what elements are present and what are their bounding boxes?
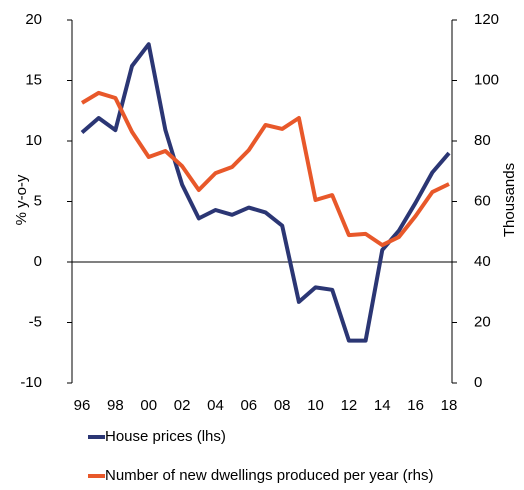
y-tick-label: -10 [20, 374, 42, 391]
x-tick-label: 14 [374, 397, 391, 414]
y-tick-label: -5 [29, 313, 42, 330]
y2-tick-label: 80 [474, 132, 491, 149]
x-tick-label: 18 [441, 397, 458, 414]
y-tick-label: 15 [25, 71, 42, 88]
x-tick-label: 00 [140, 397, 157, 414]
x-tick-label: 10 [307, 397, 324, 414]
legend-label: House prices (lhs) [105, 428, 226, 445]
x-tick-label: 12 [341, 397, 358, 414]
x-tick-label: 08 [274, 397, 291, 414]
y2-tick-label: 20 [474, 313, 491, 330]
y-tick-label: 5 [34, 192, 42, 209]
x-tick-label: 16 [407, 397, 424, 414]
y2-axis-label: Thousands [501, 163, 518, 237]
legend-label: Number of new dwellings produced per yea… [105, 467, 433, 484]
y-tick-label: 20 [25, 11, 42, 28]
series-line [80, 90, 450, 248]
y2-tick-label: 120 [474, 11, 499, 28]
x-tick-label: 96 [74, 397, 91, 414]
x-tick-label: 04 [207, 397, 224, 414]
y-axis-label: % y-o-y [13, 174, 30, 225]
y2-tick-label: 100 [474, 71, 499, 88]
y2-tick-label: 60 [474, 192, 491, 209]
x-tick-label: 02 [174, 397, 191, 414]
y-tick-label: 10 [25, 132, 42, 149]
x-tick-label: 98 [107, 397, 124, 414]
series-line [80, 42, 451, 343]
y2-tick-label: 40 [474, 253, 491, 270]
x-tick-label: 06 [240, 397, 257, 414]
y2-tick-label: 0 [474, 374, 482, 391]
y-tick-label: 0 [34, 253, 42, 270]
